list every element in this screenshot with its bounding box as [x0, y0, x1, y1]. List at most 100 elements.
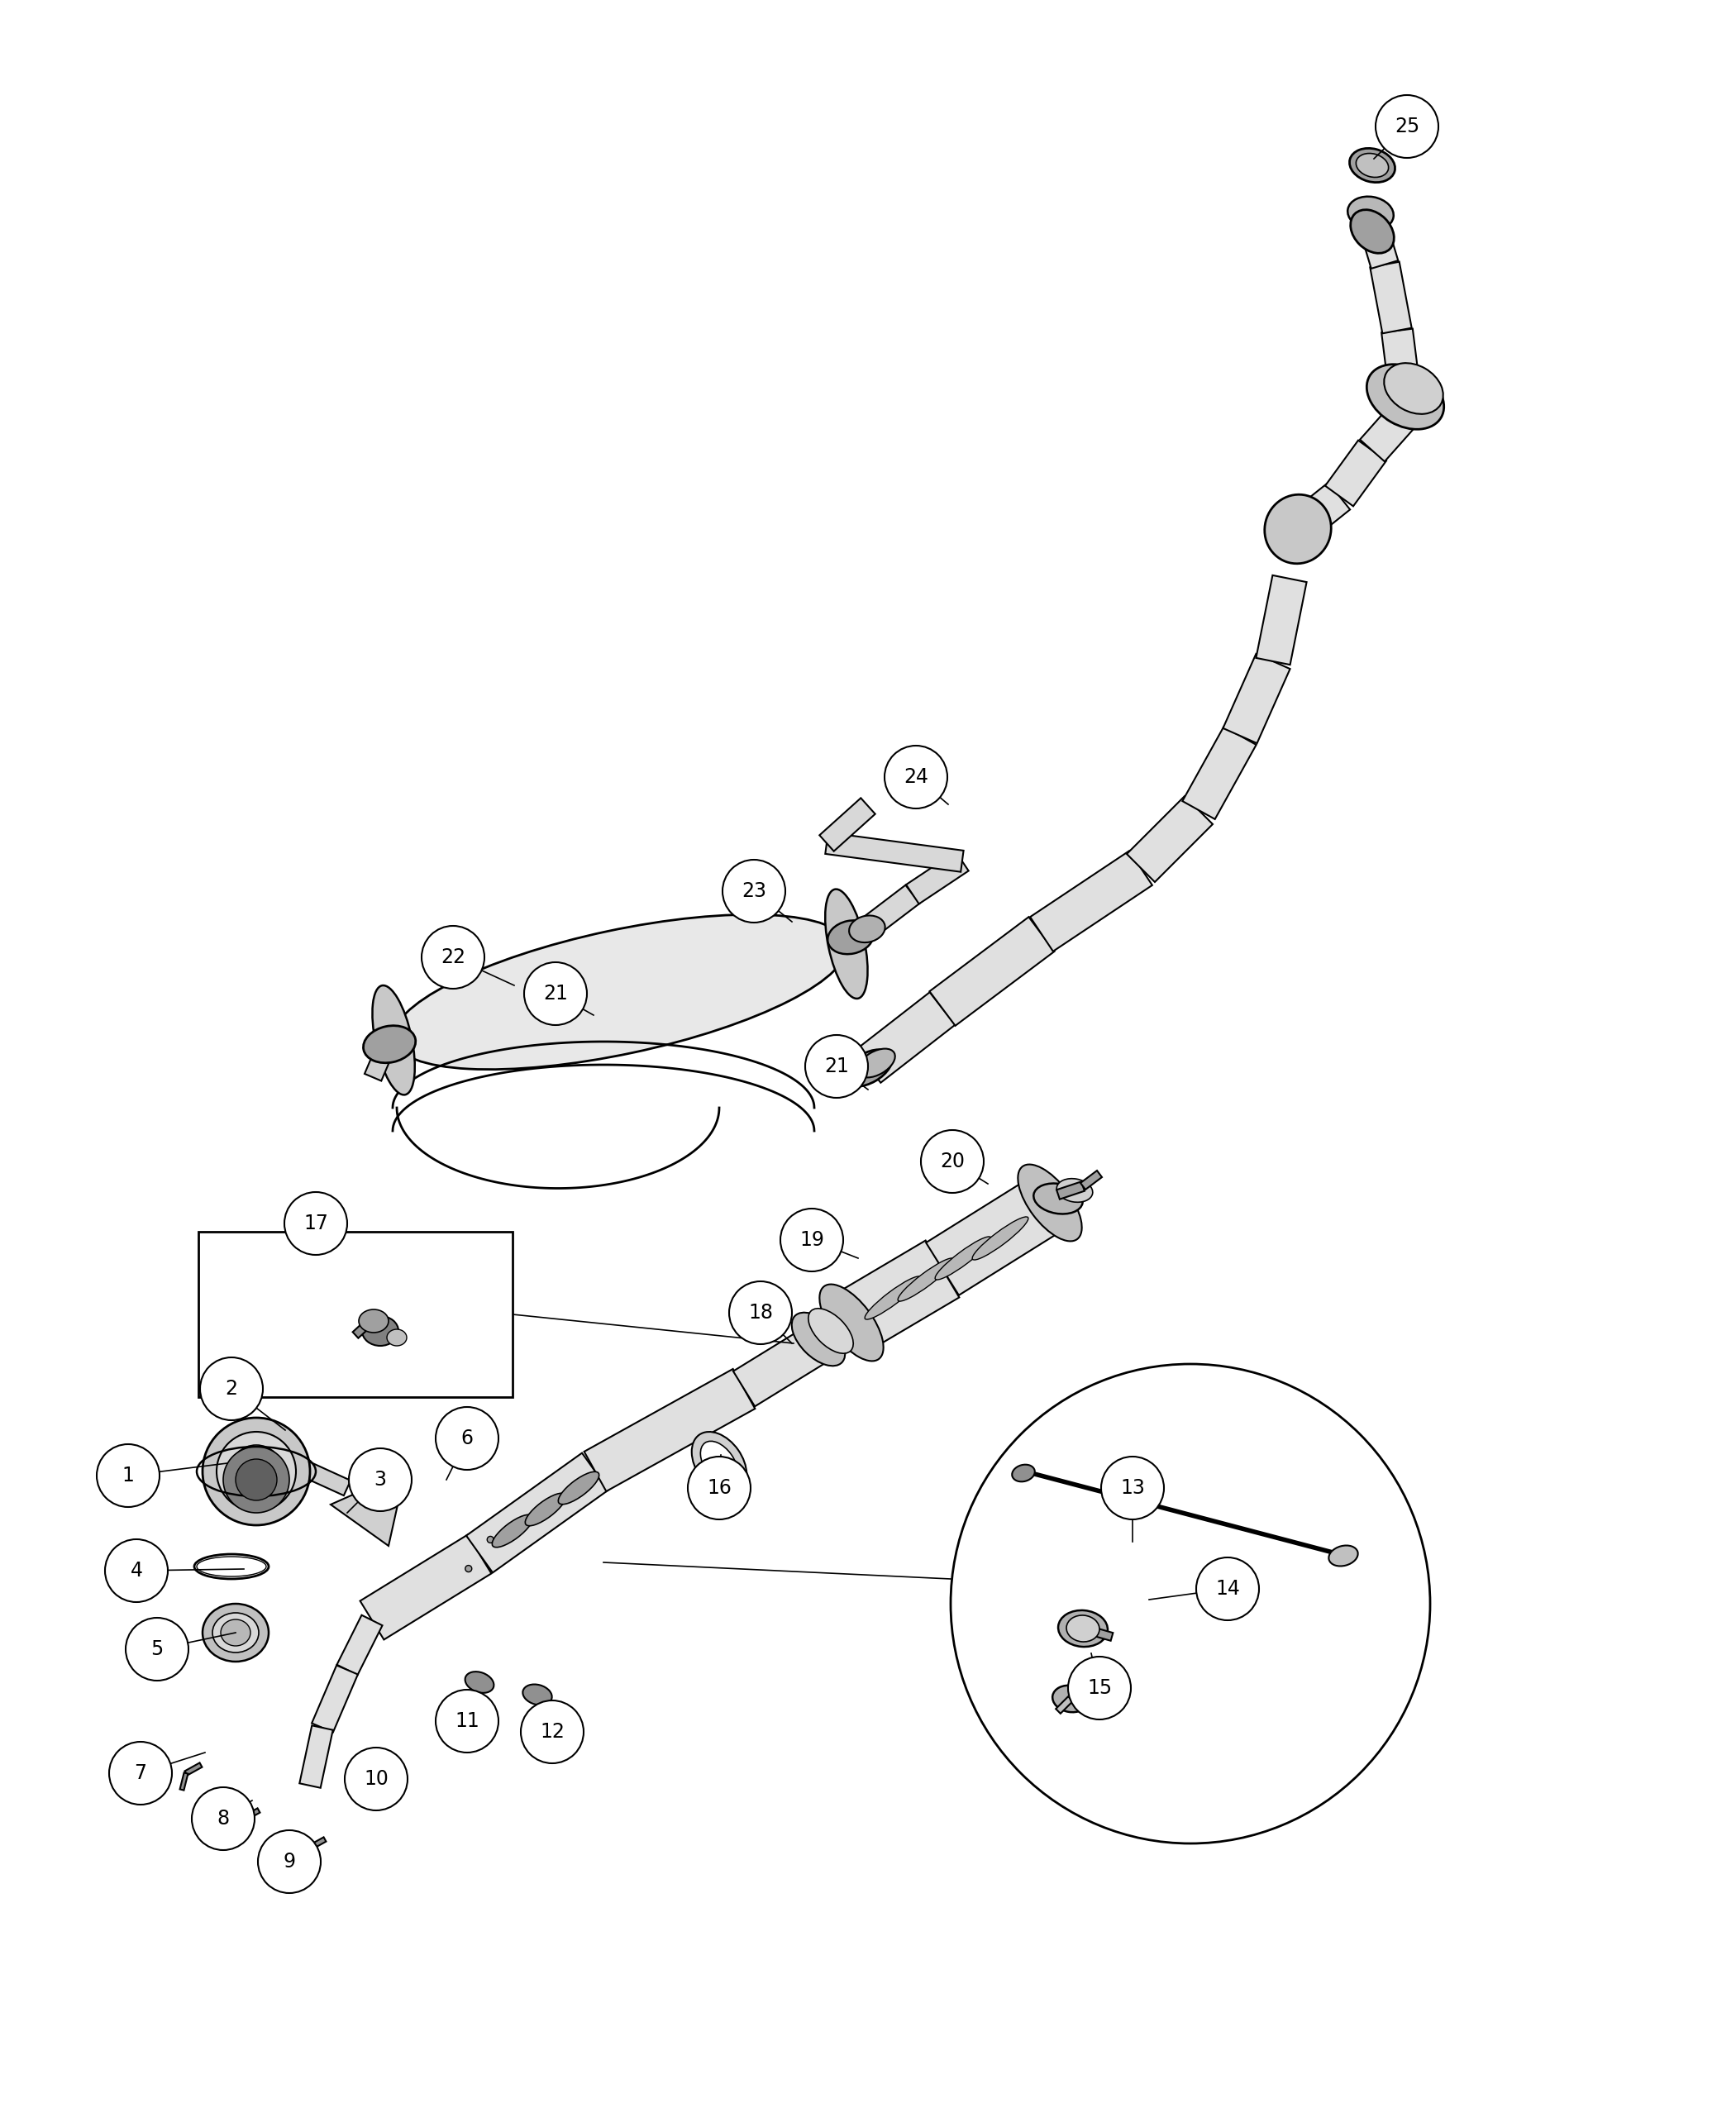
Ellipse shape	[372, 984, 415, 1094]
Circle shape	[1375, 95, 1439, 158]
Polygon shape	[835, 1240, 960, 1351]
Polygon shape	[1222, 653, 1290, 744]
Ellipse shape	[523, 1684, 552, 1705]
Text: 6: 6	[460, 1429, 474, 1448]
Text: 4: 4	[130, 1560, 142, 1581]
Circle shape	[345, 1748, 408, 1811]
Polygon shape	[1082, 1625, 1113, 1640]
Ellipse shape	[828, 921, 873, 955]
Ellipse shape	[488, 1537, 493, 1543]
Ellipse shape	[1066, 1615, 1099, 1642]
Ellipse shape	[844, 1050, 892, 1086]
Polygon shape	[583, 1368, 755, 1490]
Polygon shape	[906, 852, 969, 904]
Text: 25: 25	[1394, 116, 1420, 137]
Polygon shape	[1370, 261, 1411, 333]
Polygon shape	[300, 1726, 333, 1788]
Circle shape	[285, 1191, 347, 1254]
Polygon shape	[467, 1452, 608, 1573]
Polygon shape	[1127, 797, 1213, 881]
Ellipse shape	[1328, 1545, 1358, 1566]
Ellipse shape	[1059, 1611, 1108, 1646]
Circle shape	[191, 1788, 255, 1851]
Circle shape	[200, 1358, 262, 1421]
Polygon shape	[1182, 727, 1257, 820]
Circle shape	[125, 1617, 189, 1680]
Polygon shape	[1325, 441, 1387, 506]
Polygon shape	[825, 833, 963, 873]
Ellipse shape	[972, 1216, 1028, 1261]
Ellipse shape	[936, 1237, 991, 1280]
Circle shape	[1196, 1558, 1259, 1621]
Polygon shape	[865, 885, 920, 936]
Text: 8: 8	[217, 1809, 229, 1828]
Ellipse shape	[898, 1258, 953, 1301]
Polygon shape	[352, 1313, 378, 1339]
Polygon shape	[819, 799, 875, 852]
Text: 5: 5	[151, 1640, 163, 1659]
Circle shape	[436, 1406, 498, 1469]
Ellipse shape	[700, 1442, 738, 1486]
Ellipse shape	[363, 1315, 399, 1345]
Polygon shape	[1359, 403, 1418, 462]
Text: 3: 3	[373, 1469, 387, 1490]
Text: 11: 11	[455, 1712, 479, 1731]
Text: 22: 22	[441, 946, 465, 968]
Ellipse shape	[1349, 148, 1396, 183]
Text: 24: 24	[903, 767, 929, 786]
Ellipse shape	[849, 915, 885, 942]
Text: 13: 13	[1120, 1478, 1144, 1499]
Polygon shape	[1257, 575, 1307, 664]
Ellipse shape	[1052, 1686, 1088, 1712]
Polygon shape	[359, 1535, 491, 1640]
Polygon shape	[1029, 852, 1153, 951]
Ellipse shape	[858, 1048, 896, 1077]
Polygon shape	[1080, 1170, 1102, 1189]
Ellipse shape	[363, 1027, 415, 1062]
Ellipse shape	[217, 1431, 295, 1511]
Ellipse shape	[819, 1284, 884, 1362]
Text: 14: 14	[1215, 1579, 1240, 1598]
Polygon shape	[1359, 219, 1397, 268]
Text: 9: 9	[283, 1851, 295, 1872]
Circle shape	[259, 1830, 321, 1893]
Circle shape	[521, 1701, 583, 1762]
Circle shape	[524, 961, 587, 1024]
Circle shape	[104, 1539, 168, 1602]
Polygon shape	[361, 1781, 370, 1798]
Ellipse shape	[526, 1492, 566, 1526]
Polygon shape	[309, 1838, 326, 1849]
Ellipse shape	[1351, 209, 1394, 253]
Polygon shape	[304, 1847, 312, 1866]
Polygon shape	[1286, 483, 1351, 542]
Polygon shape	[365, 1041, 396, 1081]
Polygon shape	[1055, 1697, 1073, 1714]
Ellipse shape	[394, 915, 847, 1069]
Ellipse shape	[1057, 1178, 1092, 1202]
Text: 10: 10	[365, 1769, 389, 1790]
Circle shape	[422, 925, 484, 989]
Circle shape	[806, 1035, 868, 1098]
Polygon shape	[1057, 1183, 1085, 1199]
Polygon shape	[925, 1180, 1057, 1294]
Circle shape	[687, 1457, 750, 1520]
Ellipse shape	[212, 1613, 259, 1653]
Ellipse shape	[1017, 1164, 1082, 1242]
Polygon shape	[856, 993, 955, 1084]
Ellipse shape	[229, 1444, 283, 1499]
Polygon shape	[184, 1762, 201, 1775]
Circle shape	[1101, 1457, 1163, 1520]
Circle shape	[722, 860, 785, 923]
Ellipse shape	[1356, 154, 1389, 177]
Polygon shape	[366, 1771, 384, 1783]
Ellipse shape	[203, 1419, 311, 1526]
Text: 21: 21	[825, 1056, 849, 1077]
Text: 2: 2	[226, 1379, 238, 1400]
Ellipse shape	[359, 1309, 389, 1332]
Polygon shape	[299, 1461, 351, 1495]
Circle shape	[729, 1282, 792, 1345]
Circle shape	[349, 1448, 411, 1511]
Ellipse shape	[1347, 196, 1394, 230]
Text: 20: 20	[939, 1151, 965, 1172]
Ellipse shape	[224, 1446, 290, 1514]
